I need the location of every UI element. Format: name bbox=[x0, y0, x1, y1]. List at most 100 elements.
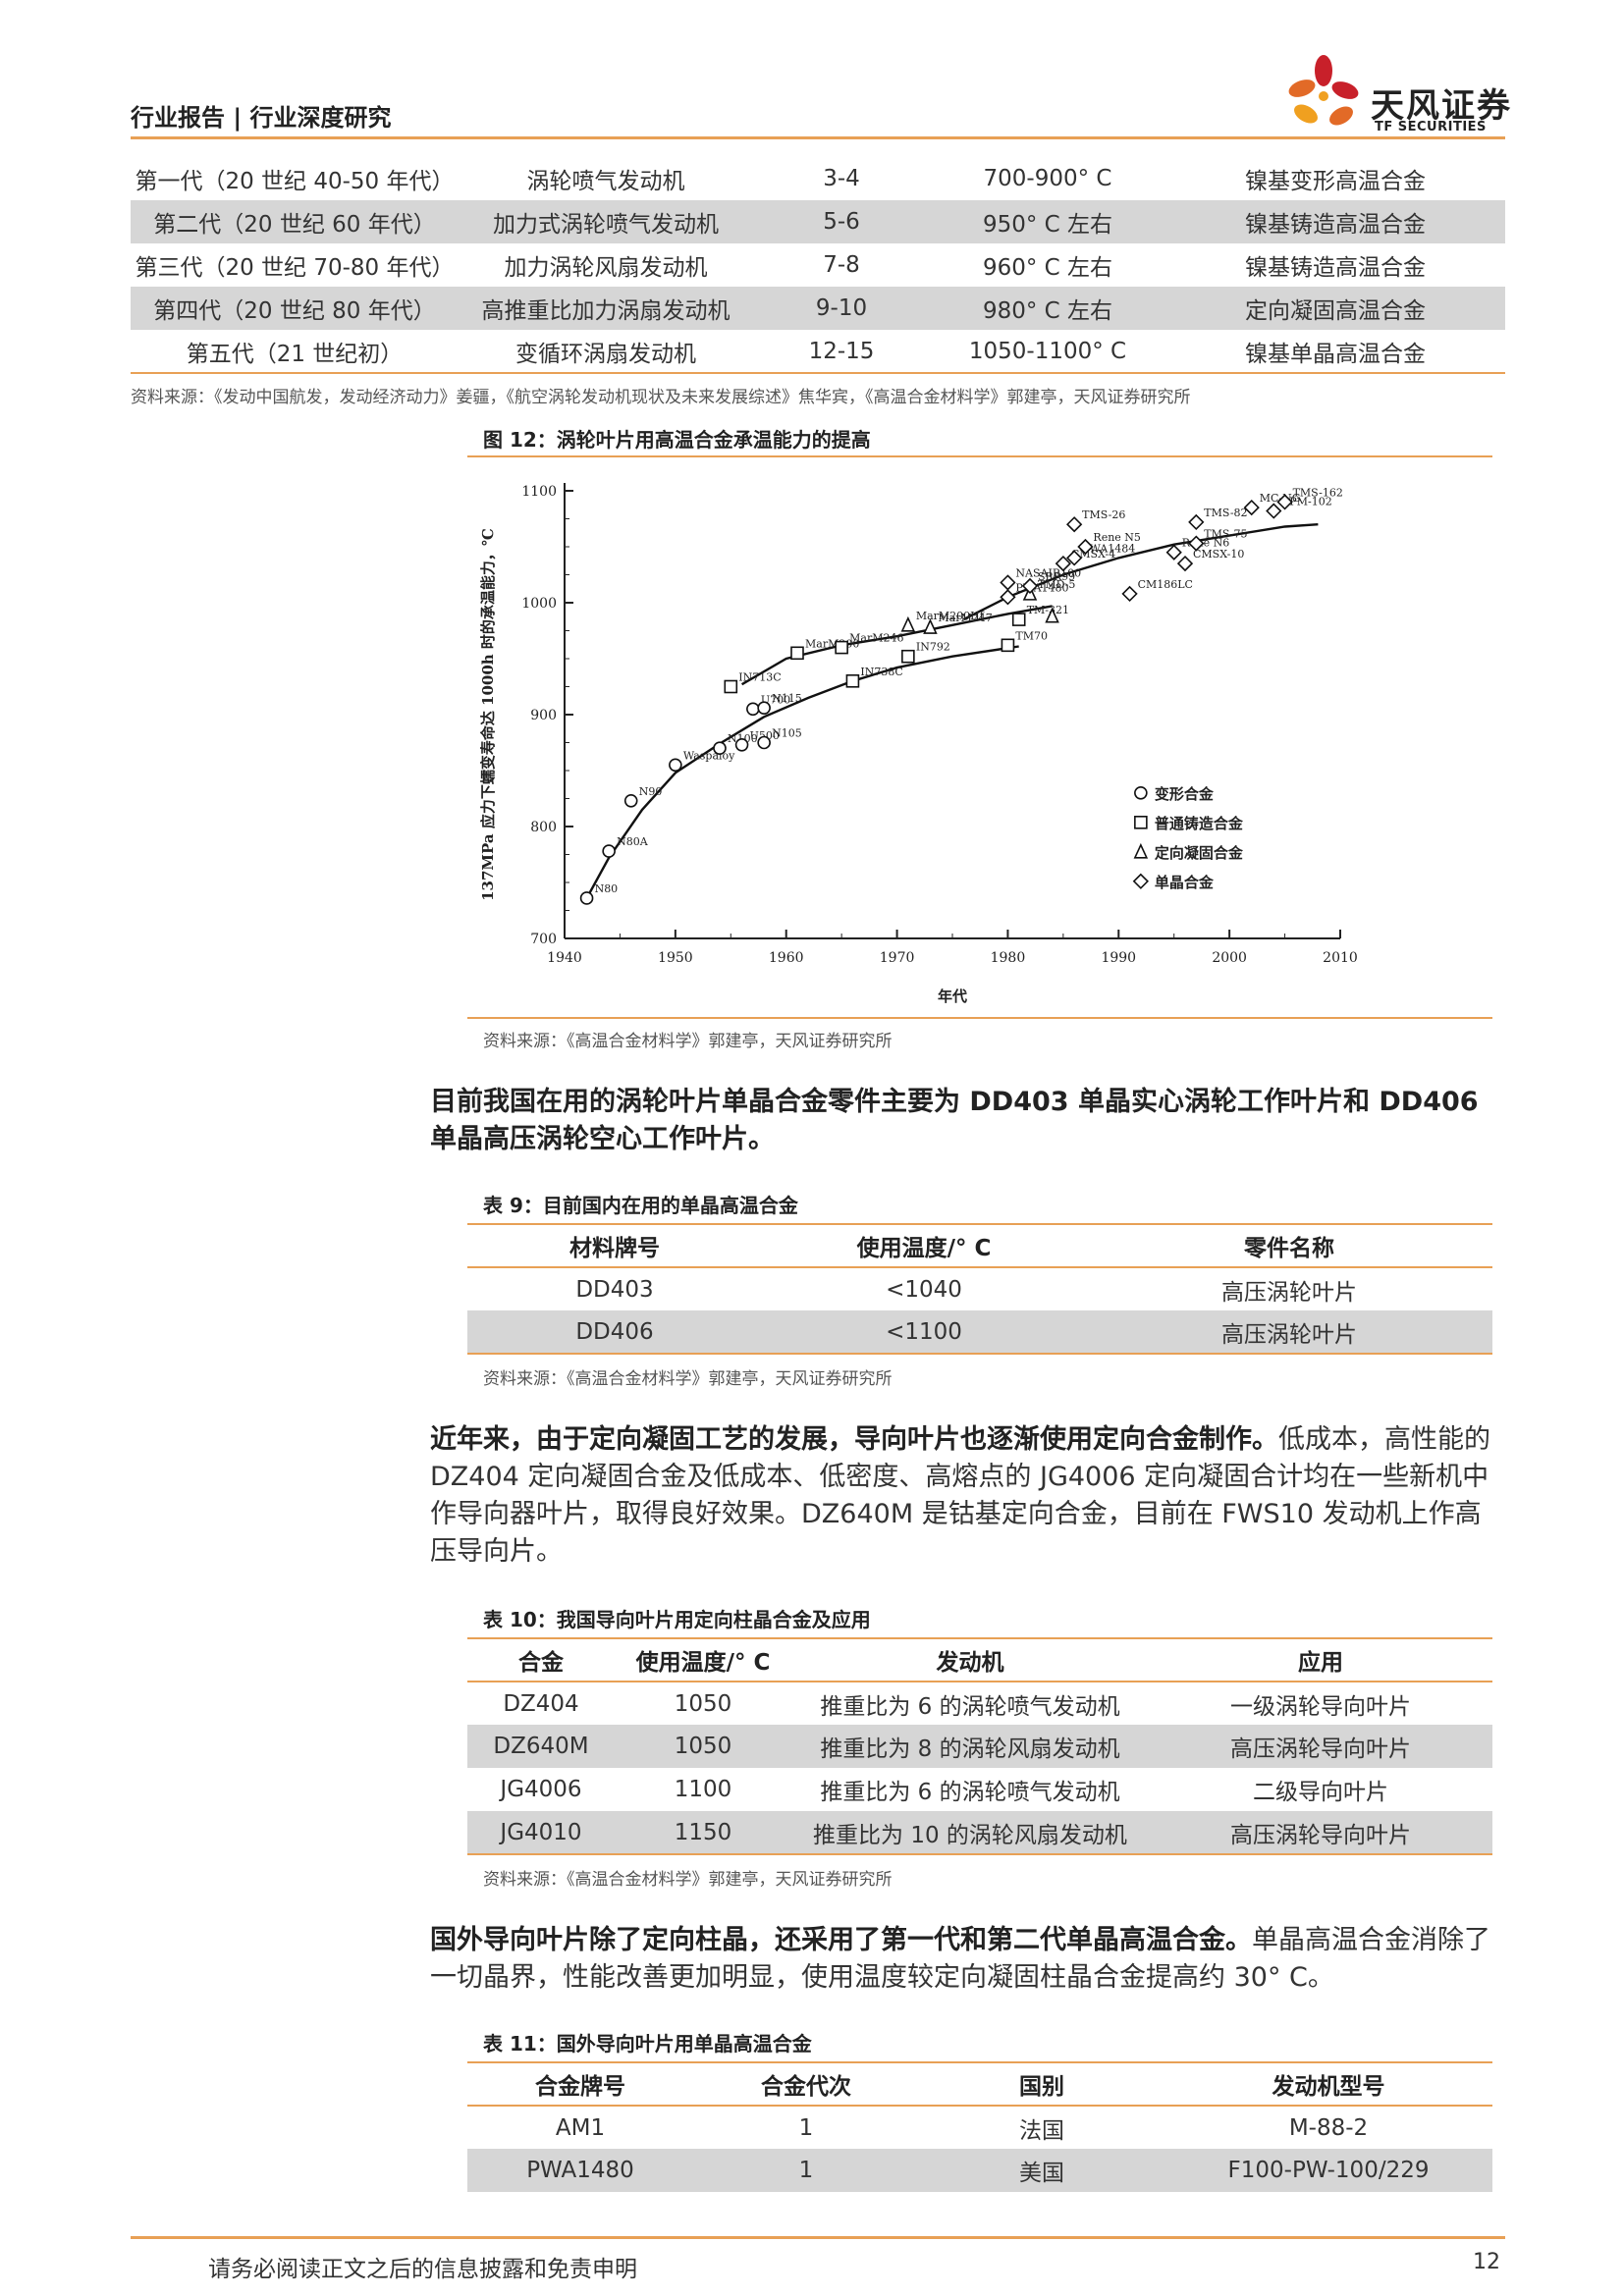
y-tick-label: 1000 bbox=[521, 596, 557, 612]
table-cell: 1050-1100° C bbox=[930, 330, 1165, 374]
data-point-label: CM186LC bbox=[1138, 578, 1193, 591]
table-cell: 第一代（20 世纪 40-50 年代） bbox=[135, 169, 455, 194]
table-header-cell: 零件名称 bbox=[1086, 1223, 1492, 1268]
data-point bbox=[790, 646, 804, 661]
data-point bbox=[845, 674, 860, 688]
x-tick-label: 1960 bbox=[769, 950, 804, 966]
data-point bbox=[623, 793, 638, 808]
company-logo: 天风证券 TF SECURITIES bbox=[1284, 53, 1520, 141]
data-point bbox=[1176, 555, 1194, 572]
table-cell: 7-8 bbox=[823, 252, 860, 278]
data-point bbox=[900, 615, 916, 632]
flower-logo-icon bbox=[1288, 55, 1359, 126]
data-point-label: MarM200Hf bbox=[916, 610, 985, 622]
table-row: 第三代（20 世纪 70-80 年代） 加力涡轮风扇发动机 7-8 960° C… bbox=[131, 243, 1505, 287]
data-point-label: IN792 bbox=[916, 641, 950, 654]
data-point bbox=[901, 649, 915, 664]
table-cell: 镍基铸造高温合金 bbox=[1245, 255, 1426, 281]
x-tick-label: 2000 bbox=[1212, 950, 1247, 966]
data-point-label: TMS-26 bbox=[1082, 508, 1125, 521]
data-point-label: N80A bbox=[617, 835, 649, 848]
y-axis-label: 137MPa 应力下蠕变寿命达 1000h 时的承温能力，℃ bbox=[479, 528, 497, 901]
table-cell: 12-15 bbox=[753, 330, 930, 374]
table-cell: 9-10 bbox=[753, 287, 930, 330]
table-cell: 变循环涡扇发动机 bbox=[459, 330, 753, 374]
data-point-label: N90 bbox=[639, 785, 663, 798]
table-header-cell: 合金代次 bbox=[693, 2061, 919, 2107]
data-point-label: MarM247 bbox=[938, 612, 992, 624]
table-row: 第一代（20 世纪 40-50 年代） 涡轮喷气发动机 3-4 700-900°… bbox=[131, 157, 1505, 200]
data-point-label: TMS-82 bbox=[1204, 507, 1247, 519]
table-cell: DD403 bbox=[575, 1276, 654, 1303]
table-cell: 镍基变形高温合金 bbox=[1245, 169, 1426, 194]
table-cell: <1040 bbox=[886, 1276, 962, 1303]
table-cell: DZ404 bbox=[503, 1690, 579, 1717]
table-cell: 第五代（21 世纪初） bbox=[131, 330, 459, 374]
table-source-note: 资料来源：《高温合金材料学》郭建亭，天风证券研究所 bbox=[483, 1369, 893, 1389]
x-tick-label: 2010 bbox=[1323, 950, 1358, 966]
data-point-label: TMS-162 bbox=[1293, 486, 1343, 499]
trend-curve bbox=[962, 523, 1319, 621]
table-source-note: 资料来源：《发动中国航发，发动经济动力》姜疆，《航空涡轮发动机现状及未来发展综述… bbox=[131, 388, 1191, 407]
data-point bbox=[757, 701, 771, 715]
table-cell: 法国 bbox=[1019, 2117, 1064, 2144]
figure-source-note: 资料来源：《高温合金材料学》郭建亭，天风证券研究所 bbox=[483, 1032, 893, 1051]
table-cell: 700-900° C bbox=[983, 166, 1112, 191]
logo-chinese-name: 天风证券 bbox=[1371, 86, 1512, 126]
data-point-label: NASAIR100 bbox=[1015, 566, 1081, 579]
table-row: AM1 1 法国 M-88-2 bbox=[467, 2106, 1492, 2149]
table-row: JG4010 1150 推重比为 10 的涡轮风扇发动机 高压涡轮导向叶片 bbox=[467, 1811, 1492, 1855]
paragraph-bold-text: 近年来，由于定向凝固工艺的发展，导向叶片也逐渐使用定向合金制作。 bbox=[430, 1424, 1278, 1455]
table-header-cell: 使用温度/° C bbox=[615, 1637, 791, 1682]
legend-marker bbox=[1134, 815, 1148, 829]
data-point bbox=[713, 741, 727, 756]
table-cell: 第四代（20 世纪 80 年代） bbox=[131, 287, 459, 330]
table-cell: 镍基单晶高温合金 bbox=[1165, 330, 1505, 374]
x-tick-label: 1990 bbox=[1101, 950, 1136, 966]
table-caption: 表 11：国外导向叶片用单晶高温合金 bbox=[483, 2032, 812, 2056]
table-cell: 高压涡轮导向叶片 bbox=[1149, 1725, 1492, 1768]
data-point bbox=[835, 640, 848, 655]
paragraph-bold-text: 国外导向叶片除了定向柱晶，还采用了第一代和第二代单晶高温合金。 bbox=[430, 1925, 1252, 1955]
data-point bbox=[1121, 585, 1138, 603]
table-cell: 1 bbox=[798, 2114, 814, 2141]
data-point bbox=[1000, 589, 1016, 606]
data-point-label: N105 bbox=[772, 727, 802, 740]
table-cell: 加力涡轮风扇发动机 bbox=[504, 255, 708, 281]
legend-label: 普通铸造合金 bbox=[1155, 815, 1244, 832]
table-cell: 加力式涡轮喷气发动机 bbox=[459, 200, 753, 243]
data-point-label: PWA1484 bbox=[1082, 542, 1135, 555]
body-paragraph: 近年来，由于定向凝固工艺的发展，导向叶片也逐渐使用定向合金制作。低成本，高性能的… bbox=[430, 1421, 1505, 1571]
data-point-label: TM70 bbox=[1015, 629, 1048, 642]
table-cell: 1050 bbox=[615, 1725, 791, 1768]
x-tick-label: 1940 bbox=[547, 950, 582, 966]
table-header-cell: 使用温度/° C bbox=[762, 1223, 1086, 1268]
table-cell: 高压涡轮叶片 bbox=[1086, 1310, 1492, 1355]
data-point-label: Rene N5 bbox=[1093, 531, 1141, 544]
table-cell: 1150 bbox=[615, 1811, 791, 1855]
table-cell: 涡轮喷气发动机 bbox=[526, 169, 685, 194]
alloy-temperature-chart: 137MPa 应力下蠕变寿命达 1000h 时的承温能力，℃ 年代 700 800… bbox=[479, 483, 1358, 1005]
table-cell: F100-PW-100/229 bbox=[1164, 2149, 1492, 2192]
body-paragraph: 国外导向叶片除了定向柱晶，还采用了第一代和第二代单晶高温合金。单晶高温合金消除了… bbox=[430, 1922, 1505, 1997]
data-point bbox=[1011, 613, 1026, 626]
table-cell: <1100 bbox=[762, 1310, 1086, 1355]
data-point bbox=[1001, 638, 1015, 653]
y-tick-label: 700 bbox=[530, 932, 557, 947]
table-header-row: 合金牌号 合金代次 国别 发动机型号 bbox=[467, 2061, 1492, 2107]
data-point bbox=[724, 679, 738, 694]
table-cell: 高压涡轮导向叶片 bbox=[1149, 1811, 1492, 1855]
data-point-label: N80 bbox=[595, 882, 619, 895]
data-point-label: PWA1480 bbox=[1015, 581, 1068, 594]
table-cell: 高压涡轮叶片 bbox=[1221, 1279, 1357, 1306]
table-cell: 高推重比加力涡扇发动机 bbox=[459, 287, 753, 330]
data-point bbox=[1066, 550, 1083, 566]
y-tick-label: 800 bbox=[530, 820, 557, 835]
table-cell: PWA1480 bbox=[467, 2149, 693, 2192]
domestic-single-crystal-table: 材料牌号 使用温度/° C 零件名称 DD403 <1040 高压涡轮叶片 DD… bbox=[467, 1223, 1492, 1355]
legend-label: 定向凝固合金 bbox=[1155, 844, 1244, 862]
table-source-note: 资料来源：《高温合金材料学》郭建亭，天风证券研究所 bbox=[483, 1870, 893, 1890]
table-cell: 1100 bbox=[674, 1777, 732, 1802]
table-row: 第四代（20 世纪 80 年代） 高推重比加力涡扇发动机 9-10 980° C… bbox=[131, 287, 1505, 330]
data-point-label: IN713C bbox=[738, 671, 781, 684]
